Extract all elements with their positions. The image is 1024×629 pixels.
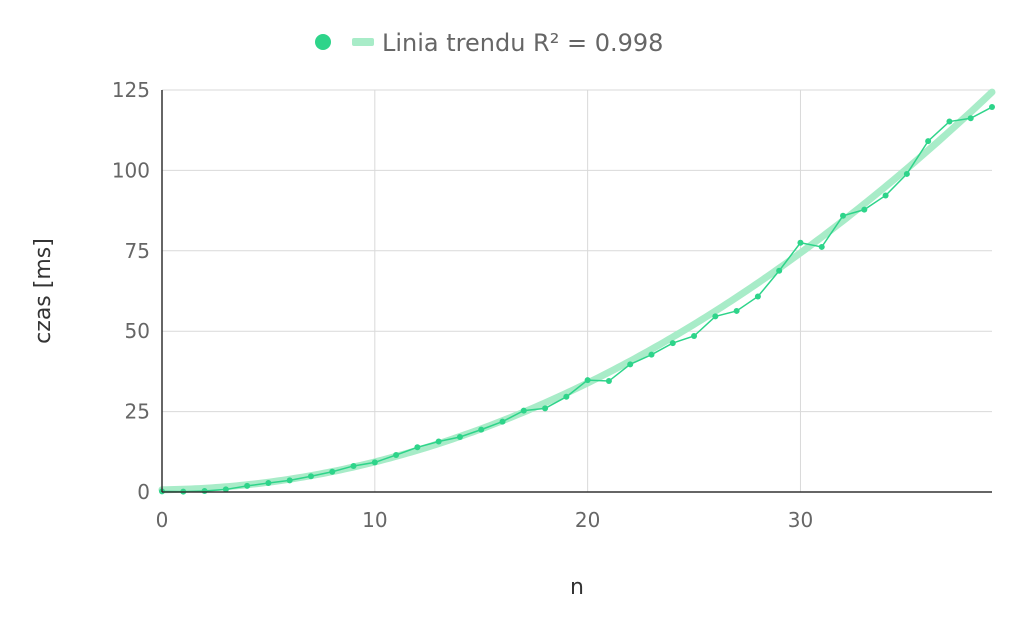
data-point[interactable] bbox=[414, 444, 421, 451]
data-point[interactable] bbox=[265, 479, 272, 486]
data-point[interactable] bbox=[648, 351, 655, 358]
trendline-layer bbox=[158, 88, 996, 494]
data-point[interactable] bbox=[222, 486, 229, 493]
data-point[interactable] bbox=[691, 333, 698, 340]
data-point[interactable] bbox=[669, 340, 676, 347]
data-point[interactable] bbox=[435, 438, 442, 445]
data-point[interactable] bbox=[499, 418, 506, 425]
data-point[interactable] bbox=[605, 378, 612, 385]
data-point[interactable] bbox=[244, 482, 251, 489]
grid bbox=[162, 89, 992, 492]
trendline bbox=[158, 88, 996, 494]
x-tick-label: 10 bbox=[362, 508, 387, 532]
data-point[interactable] bbox=[584, 377, 591, 384]
data-point[interactable] bbox=[520, 407, 527, 414]
data-point[interactable] bbox=[456, 434, 463, 441]
data-point[interactable] bbox=[712, 313, 719, 320]
x-tick-label: 20 bbox=[575, 508, 600, 532]
data-point[interactable] bbox=[754, 293, 761, 300]
data-point[interactable] bbox=[776, 267, 783, 274]
data-point[interactable] bbox=[371, 459, 378, 466]
y-tick-label: 50 bbox=[125, 319, 150, 343]
data-point[interactable] bbox=[393, 452, 400, 459]
legend-trend-swatch bbox=[352, 38, 374, 46]
data-point[interactable] bbox=[989, 104, 995, 111]
y-tick-label: 25 bbox=[125, 400, 150, 424]
x-tick-label: 0 bbox=[156, 508, 169, 532]
data-point[interactable] bbox=[797, 239, 804, 246]
legend[interactable]: Linia trendu R² = 0.998 bbox=[315, 29, 663, 57]
data-point[interactable] bbox=[478, 426, 485, 433]
series-line bbox=[161, 106, 993, 493]
data-point[interactable] bbox=[542, 405, 549, 412]
y-tick-label: 125 bbox=[112, 78, 150, 102]
data-point[interactable] bbox=[627, 361, 634, 368]
axes bbox=[161, 90, 992, 493]
y-tick-label: 100 bbox=[112, 158, 150, 182]
legend-data-marker bbox=[315, 34, 331, 50]
data-point[interactable] bbox=[563, 393, 570, 400]
series-layer bbox=[159, 104, 995, 495]
data-point[interactable] bbox=[925, 138, 932, 145]
legend-trend-label: Linia trendu R² = 0.998 bbox=[382, 29, 663, 57]
y-tick-label: 75 bbox=[125, 239, 150, 263]
data-point[interactable] bbox=[903, 170, 910, 177]
data-point[interactable] bbox=[350, 462, 357, 469]
data-point[interactable] bbox=[861, 206, 868, 213]
data-point[interactable] bbox=[329, 468, 336, 475]
x-tick-label: 30 bbox=[788, 508, 813, 532]
data-point[interactable] bbox=[201, 488, 208, 495]
data-point[interactable] bbox=[818, 243, 825, 250]
data-point[interactable] bbox=[967, 115, 974, 122]
data-point[interactable] bbox=[882, 192, 889, 199]
y-axis-title: czas [ms] bbox=[31, 238, 56, 344]
data-point[interactable] bbox=[733, 307, 740, 314]
tick-labels: 0 25 50 75 100 125 0 10 20 30 bbox=[112, 78, 813, 532]
data-point[interactable] bbox=[286, 477, 293, 484]
data-point[interactable] bbox=[946, 118, 953, 125]
y-tick-label: 0 bbox=[137, 480, 150, 504]
data-point[interactable] bbox=[307, 473, 314, 480]
data-point[interactable] bbox=[840, 212, 847, 219]
x-axis-title: n bbox=[570, 575, 584, 600]
